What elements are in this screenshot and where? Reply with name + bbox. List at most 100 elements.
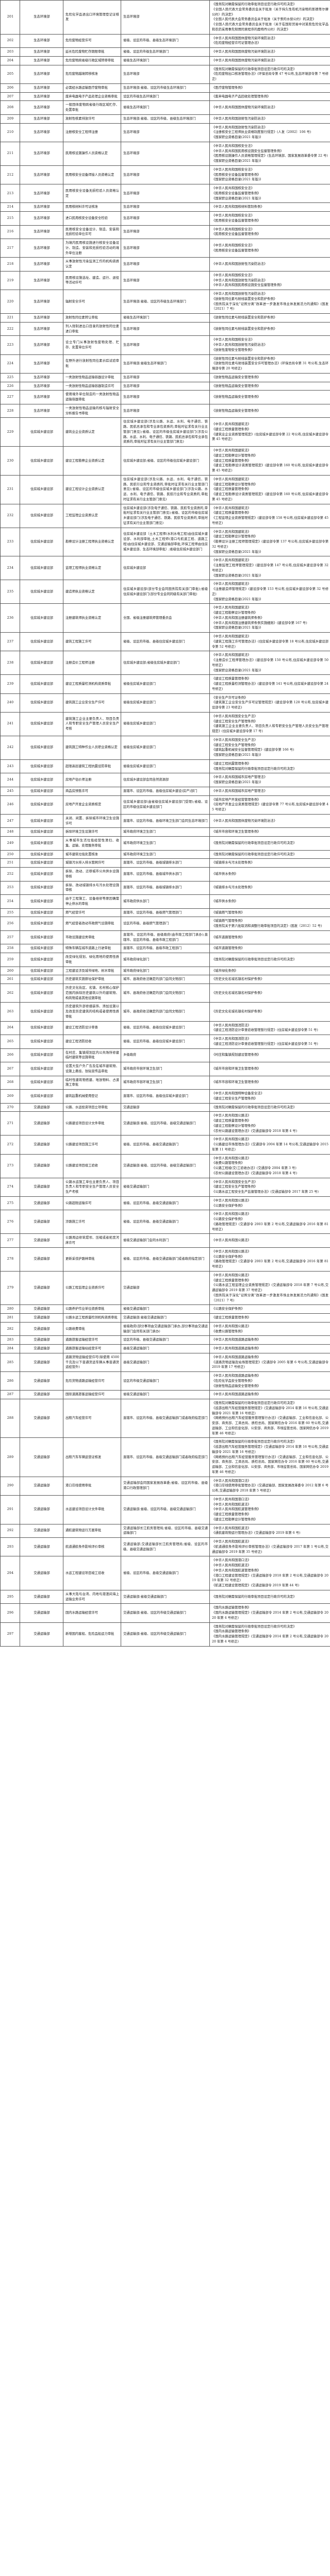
table-row: 282 交通运输部 公路收费审批 省级政府(部分事项由交通运输部门承办,部分事项由交通… <box>0 1321 330 1336</box>
legal-basis-line: 《国务院对确需保留的行政审批项目设定行政许可的决定》 <box>212 1624 296 1629</box>
legal-basis-line: 《中华人民共和国放射性污染防治法》 <box>212 278 268 282</box>
legal-basis-line: 《建筑施工企业主要负责人、项目负责人和专职安全生产管理人员安全生产管理规定》(住… <box>212 724 328 733</box>
table-row: 233 住房城乡建设部 勘察设计注册工程师执业资格认定 住房城乡建设部〔土木工程师(水… <box>0 527 330 557</box>
cell-serial-number: 268 <box>0 1075 20 1090</box>
cell-item-name: 公路工程监理企业资质许可 <box>63 1270 121 1306</box>
legal-basis-line: 《建设工程消防设计审查验收管理暂行规定》(住房城乡建设部令第 51 号) <box>212 1028 318 1032</box>
cell-legal-basis: 《中华人民共和国道路运输条例》 <box>209 1390 330 1399</box>
table-row: 281 交通运输部 公路水运工程质量检测机构资质审批 交通运输部;省级交通运输部门 《建… <box>0 1313 330 1323</box>
cell-serial-number: 290 <box>0 1476 20 1496</box>
cell-department: 交通运输部 <box>20 1103 63 1112</box>
cell-legal-basis: 《中华人民共和国核安全法》 《民用核安全设备监督管理条例》 <box>209 225 330 239</box>
table-row: 267 住房城乡建设部 设置大型户外广告及在城市建筑物、设施上悬挂、张贴宣传品审批城… <box>0 1062 330 1076</box>
cell-department: 生态环境部 <box>20 56 63 65</box>
legal-basis-line: 《中华人民共和国固体废物污染环境防治法》 <box>212 106 277 110</box>
cell-legal-basis: 《中华人民共和国安全生产法》 《建设工程安全生产管理条例》 《建筑起重机械安全监督管… <box>209 735 330 760</box>
cell-item-name: 国内水路运输经营许可 <box>63 1603 121 1623</box>
cell-legal-basis: 《中华人民共和国建筑法》 《建设工程勘察设计管理条例》 《中华人民共和国注册建筑师条… <box>209 603 330 633</box>
table-row: 221 生态环境部 放射性同位素转让审批 省级生态环境部门 《放射性同位素与射线装置安全… <box>0 313 330 323</box>
legal-basis-line: 《城镇燃气管理条例》 <box>212 910 244 914</box>
cell-serial-number: 205 <box>0 64 20 84</box>
cell-legal-basis: 《建设工程质量管理条例》 <box>209 1313 330 1323</box>
legal-basis-line: 《建设工程质量管理条例》 <box>212 677 251 681</box>
cell-department: 交通运输部 <box>20 1321 63 1336</box>
legal-basis-line: 《中华人民共和国注册建筑师条例实施细则》(建设部令第 167 号) <box>212 621 307 625</box>
legal-basis-line: 《民用核安全设备监督管理条例》 <box>212 248 261 252</box>
cell-department: 交通运输部 <box>20 1313 63 1323</box>
cell-serial-number: 220 <box>0 290 20 314</box>
legal-basis-line: 《中华人民共和国航道管理条例》 <box>212 1568 261 1572</box>
table-row: 212 生态环境部 民用核安全设备焊接人员资格认定 生态环境部 《中华人民共和国核安全法… <box>0 165 330 185</box>
legal-basis-line: 《中华人民共和国建筑法》 <box>212 582 251 586</box>
cell-legal-basis: 《中华人民共和国公路法》 《公路安全保护条例》 《路政管理规定》(交通部令 2003… <box>209 1247 330 1272</box>
legal-basis-line: 《中华人民共和国安全生产法》 <box>212 1180 258 1184</box>
cell-department: 生态环境部 <box>20 257 63 272</box>
legal-basis-line: 《建设工程勘察设计管理条例》 <box>212 611 258 615</box>
cell-legal-basis: 《国务院对确需保留的行政审批项目设定行政许可的决定》 《巡游出租汽车经营服务管理规… <box>209 1398 330 1438</box>
cell-item-name: 一类放射性物品运输容器设计审批 <box>63 372 121 382</box>
cell-legal-basis: 《中华人民共和国消防法》 《建设工程消防设计审查验收管理暂行规定》(住房城乡建设部… <box>209 1035 330 1049</box>
legal-basis-line: 《废弃电器电子产品回收处理管理条例》 <box>212 94 271 98</box>
cell-item-name: 历史建筑外部修缮装饰、添加设施以及改变历史建筑的结构或者使用性质审批 <box>63 1002 121 1022</box>
table-row: 271 交通运输部 公路建设项目设计文件审批 交通运输部;省级、设区的市级、县级交通运… <box>0 1111 330 1136</box>
cell-department: 生态环境部 <box>20 123 63 142</box>
legal-basis-line: 《中华人民共和国固体废物污染环境防治法》 <box>212 36 277 40</box>
cell-implementing-agency: 交通运输部会同国家发展改革委;省级、设区的市级、县级港口行政管理部门 <box>121 1476 210 1496</box>
cell-department: 住房城乡建设部 <box>20 908 63 918</box>
legal-basis-line: 《中华人民共和国固体废物污染环境防治法》 <box>212 50 277 54</box>
cell-department: 交通运输部 <box>20 1154 63 1178</box>
cell-department: 交通运输部 <box>20 1390 63 1399</box>
legal-basis-line: 《道路货物运输及站场管理规定》(交通部令 2005 年第 6 号公布,交通运输部… <box>212 1360 328 1369</box>
table-row: 297 交通运输部 新增国内客船、危险品船运力审批 交通运输部;省级、设区的市级交通运… <box>0 1622 330 1647</box>
cell-legal-basis: 《中华人民共和国港口法》 《港口岸线使用审批管理办法》(交通运输部、国家发展改革委… <box>209 1476 330 1496</box>
cell-serial-number: 248 <box>0 827 20 837</box>
legal-basis-line: 《航道通航条件影响评价审核管理办法》(交通运输部令 2017 年第 1 号公布,… <box>212 1545 328 1554</box>
cell-legal-basis: 《中华人民共和国核材料管制条例》 <box>209 202 330 212</box>
cell-serial-number: 263 <box>0 1002 20 1022</box>
legal-basis-line: 《建设工程质量管理条例》 <box>212 459 251 463</box>
cell-item-name: 勘察设计注册工程师执业资格认定 <box>63 527 121 557</box>
legal-basis-line: 《安全生产许可证条例》 <box>212 696 248 700</box>
cell-implementing-agency: 生态环境部 <box>121 257 210 272</box>
cell-department: 生态环境部 <box>20 313 63 323</box>
cell-implementing-agency: 设区的市级生态环境部门 <box>121 92 210 101</box>
cell-serial-number: 264 <box>0 1021 20 1035</box>
table-row: 211 生态环境部 民用核设施操作人员资格认定 生态环境部 《中华人民共和国核安全法》《… <box>0 141 330 166</box>
cell-item-name: 商品房预售许可 <box>63 786 121 796</box>
cell-item-name: 道路旅客运输经营许可 <box>63 1335 121 1345</box>
legal-basis-line: 《历史文化名城名镇名村保护条例》 <box>212 977 264 981</box>
cell-legal-basis: 《建设工程质量管理条例》 《建设工程质量检测管理办法》(建设部令第 141 号公布… <box>209 674 330 694</box>
cell-department: 住房城乡建设部 <box>20 674 63 694</box>
cell-serial-number: 227 <box>0 390 20 404</box>
legal-basis-line: 《国内水路运输管理条例》 <box>212 1630 251 1634</box>
legal-basis-line: 《注册建造师管理规定》(建设部令第 153 号公布,住房城乡建设部令第 32 号… <box>212 587 328 596</box>
cell-department: 生态环境部 <box>20 354 63 374</box>
cell-department: 住房城乡建设部 <box>20 580 63 604</box>
cell-serial-number: 259 <box>0 953 20 967</box>
legal-basis-line: 《城镇排水与污水处理条例》 <box>212 886 254 890</box>
legal-basis-line: 《建筑起重机械安全监督管理规定》(建设部令第 166 号) <box>212 748 294 752</box>
cell-implementing-agency: 直辖市、设区的市级、县级市政工程部门 <box>121 944 210 953</box>
cell-item-name: 一般固体废物跨省级行政区域贮存、处置审批 <box>63 100 121 115</box>
legal-basis-line: 《国务院对确需保留的行政审批项目设定行政许可的决定》 <box>212 1440 296 1444</box>
cell-department: 住房城乡建设部 <box>20 527 63 557</box>
cell-item-name: 燃气经营者改动市政燃气设施审批 <box>63 917 121 931</box>
legal-basis-line: 《建设工程质量管理条例》 <box>212 511 251 515</box>
cell-item-name: 城市建筑垃圾处置核准 <box>63 850 121 859</box>
cell-item-name: 民用核安全设备无损检验人员资格认定 <box>63 183 121 204</box>
cell-serial-number: 265 <box>0 1035 20 1049</box>
table-row: 247 住房城乡建设部 关闭、闲置、拆除城市环境卫生设施许可 直辖市、设区的市级、县级… <box>0 814 330 828</box>
legal-basis-line: 《公路安全保护条例》 <box>212 1255 244 1259</box>
cell-item-name: 危险废物经营许可 <box>63 33 121 48</box>
cell-item-name: 城镇污水排入排水管网许可 <box>63 858 121 868</box>
cell-item-name: 废弃电器电子产品处理企业资格审批 <box>63 92 121 101</box>
table-row: 261 住房城乡建设部 历史建筑实施原址保护审批 城市、县政府依法确定的部门会同文物部… <box>0 975 330 984</box>
cell-implementing-agency: 住房城乡建设部 <box>121 556 210 581</box>
table-row: 225 生态环境部 一类放射性物品运输容器设计审批 生态环境部 《放射性物品运输安全管理… <box>0 372 330 382</box>
cell-legal-basis: 《中华人民共和国公路法》 《建设工程质量管理条例》 《公路水运工程监理企业资质管理规… <box>209 1270 330 1306</box>
cell-implementing-agency: 交通运输部;省级、设区的市级、县级交通运输部门 <box>121 1111 210 1136</box>
cell-serial-number: 202 <box>0 33 20 48</box>
table-row: 246 住房城乡建设部 房地产开发企业资质核定 住房城乡建设部(由省级住房城乡建设部门… <box>0 795 330 815</box>
legal-basis-line: 《收费公路管理条例》 <box>212 1161 244 1165</box>
cell-serial-number: 236 <box>0 603 20 633</box>
